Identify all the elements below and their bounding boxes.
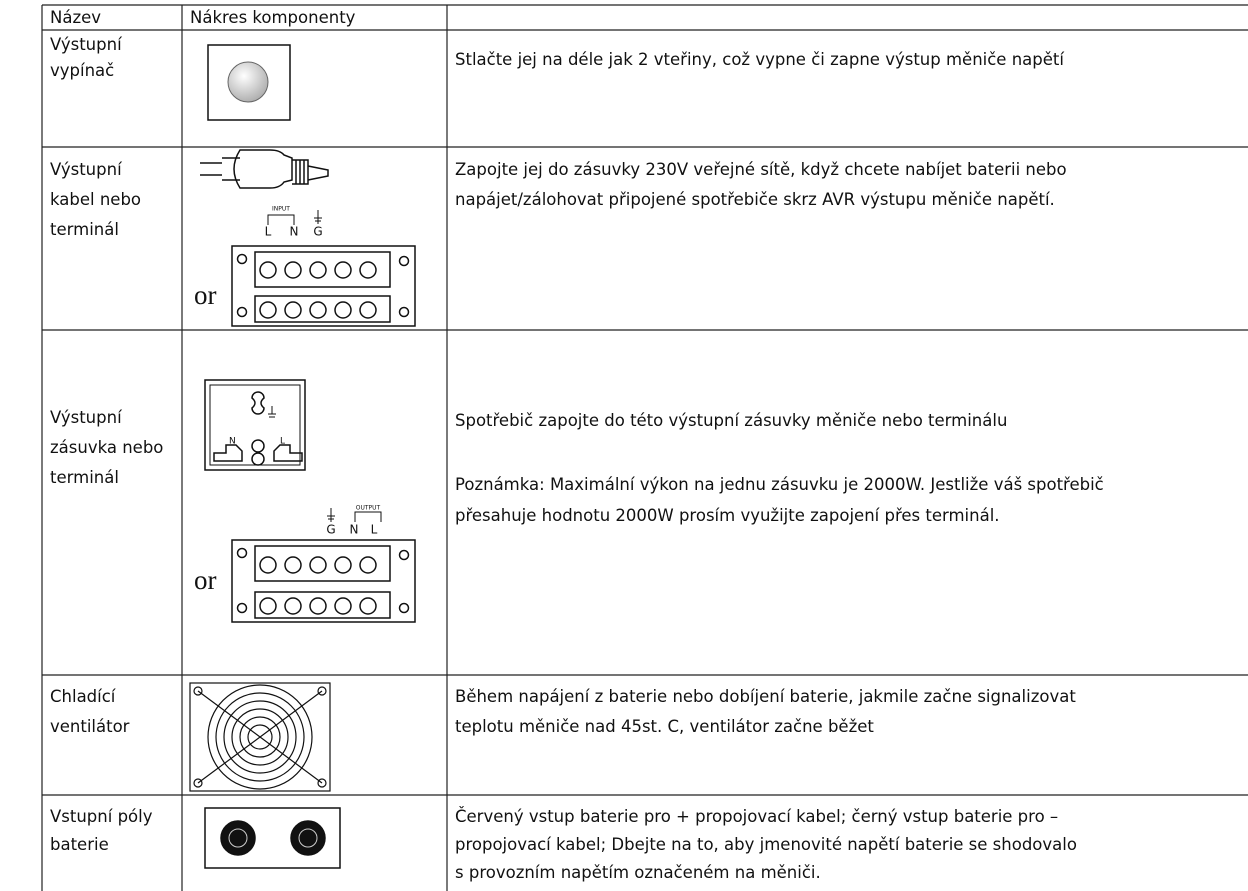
plug-drawing [200, 149, 329, 189]
row-name: zásuvka nebo [50, 438, 164, 457]
row-name: Výstupní [50, 408, 122, 427]
column-header: Název [50, 8, 102, 27]
drawing-label: L [280, 437, 285, 447]
battery-poles-drawing [204, 807, 341, 869]
drawing-label: or [194, 565, 217, 595]
row-description: Stlačte jej na déle jak 2 vteřiny, což v… [455, 50, 1064, 69]
drawing-label: L [371, 523, 378, 537]
row-description: Během napájení z baterie nebo dobíjení b… [455, 687, 1076, 706]
drawing-label: or [194, 280, 217, 310]
drawing-label: G [326, 523, 335, 537]
output-terminal: OUTPUT G N L or [194, 505, 416, 623]
row-name: terminál [50, 468, 119, 487]
drawing-label: L [265, 225, 272, 239]
row-name: Chladící [50, 687, 116, 706]
row-description: Červený vstup baterie pro + propojovací … [455, 807, 1059, 826]
drawing-label: G [313, 225, 322, 239]
row-name: Výstupní [50, 160, 122, 179]
table-grid [41, 4, 1248, 891]
row-description: Spotřebič zapojte do této výstupní zásuv… [455, 411, 1008, 430]
row-description: napájet/zálohovat připojené spotřebiče s… [455, 190, 1055, 209]
drawing-label: N [229, 437, 236, 447]
row-name: Výstupní [50, 35, 122, 54]
drawing-label: OUTPUT [356, 505, 381, 512]
input-terminal: INPUT L N G or [194, 206, 416, 327]
drawing-label: INPUT [272, 206, 290, 213]
fan-drawing [189, 682, 331, 792]
row-description: Poznámka: Maximální výkon na jednu zásuv… [455, 475, 1104, 494]
socket-drawing: N L [204, 379, 306, 471]
row-name: terminál [50, 220, 119, 239]
switch-drawing [207, 44, 291, 121]
row-name: ventilátor [50, 717, 130, 736]
column-header: Nákres komponenty [190, 8, 356, 27]
row-name: baterie [50, 835, 109, 854]
row-description: s provozním napětím označeném na měniči. [455, 863, 821, 882]
row-description: teplotu měniče nad 45st. C, ventilátor z… [455, 717, 874, 736]
drawing-label: N [350, 523, 359, 537]
row-name: vypínač [50, 61, 115, 80]
row-description: přesahuje hodnotu 2000W prosím využijte … [455, 506, 1000, 525]
row-name: kabel nebo [50, 190, 142, 209]
drawing-label: N [290, 225, 299, 239]
row-description: propojovací kabel; Dbejte na to, aby jme… [455, 835, 1077, 854]
row-name: Vstupní póly [50, 807, 153, 826]
row-description: Zapojte jej do zásuvky 230V veřejné sítě… [455, 160, 1067, 179]
